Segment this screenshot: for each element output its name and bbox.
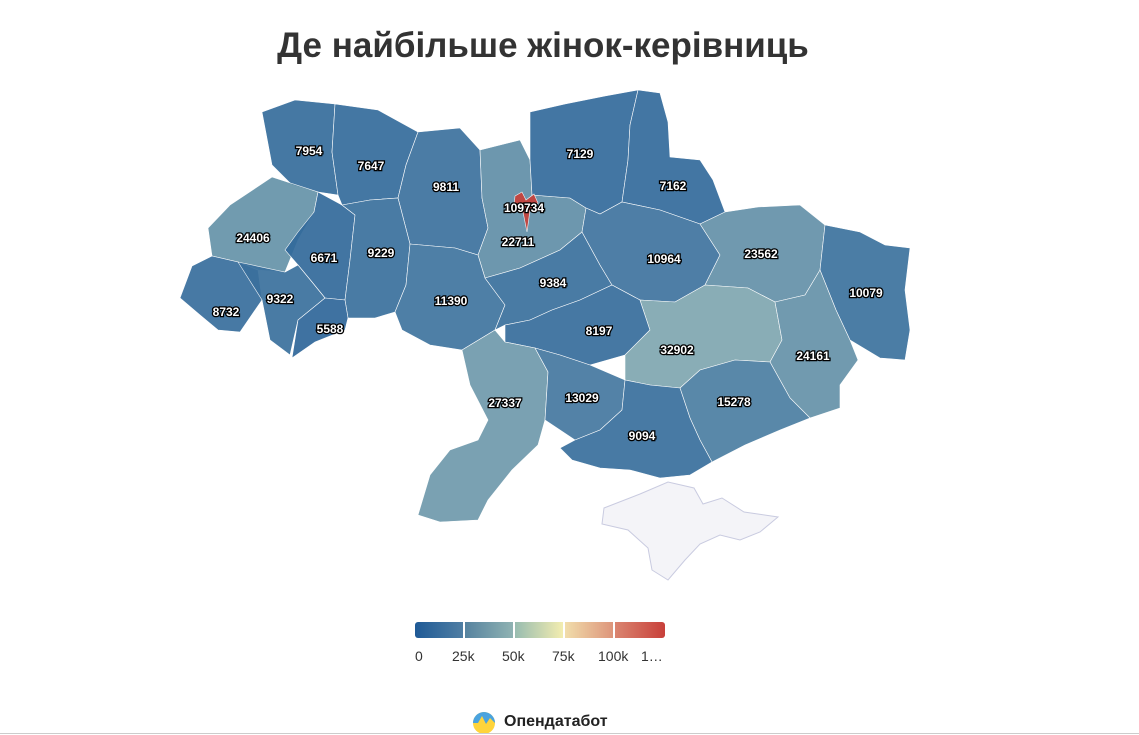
bottom-divider [0,733,1139,734]
region-value-label: 11390 [435,294,468,308]
region-value-label: 7647 [358,159,385,173]
region-khmelnytska[interactable] [341,197,411,319]
region-khersonska[interactable] [559,379,713,479]
legend-tick: 1… [641,648,663,664]
region-value-label: 10079 [849,286,883,300]
legend-segment-25k-50k [465,622,513,638]
region-value-label: 9322 [267,292,294,306]
page-title: Де найбільше жінок-керівниць [277,26,809,65]
region-value-label: 23562 [744,247,778,261]
region-sumska[interactable] [621,89,726,225]
color-legend: 0 25k 50k 75k 100k 1… [415,622,665,668]
legend-segment-0-25k [415,622,463,638]
brand-footer[interactable]: Опендатабот [470,710,608,734]
region-value-label: 9384 [540,276,567,290]
crimea-region [601,481,780,581]
legend-tick: 75k [552,648,575,664]
region-value-label: 27337 [488,396,522,410]
region-odeska[interactable] [417,329,549,523]
region-value-label: 15278 [717,395,751,409]
opendatabot-logo-icon [473,712,495,734]
region-value-label: 9229 [368,246,395,260]
region-value-label: 7954 [296,144,323,158]
legend-color-bar [415,622,665,638]
legend-segment-75k-100k [565,622,613,638]
legend-ticks: 0 25k 50k 75k 100k 1… [415,648,665,668]
region-value-label: 8197 [586,324,613,338]
region-value-label: 24406 [236,231,270,245]
region-value-label: 9094 [629,429,656,443]
region-value-label: 5588 [317,322,344,336]
region-value-label: 8732 [213,305,240,319]
region-zakarpatska[interactable] [179,255,263,333]
legend-segment-50k-75k [515,622,563,638]
region-value-label: 7162 [660,179,687,193]
legend-tick: 25k [452,648,475,664]
region-value-label: 13029 [565,391,599,405]
region-value-label: 109734 [504,201,544,215]
region-kyiv[interactable] [513,191,539,233]
region-value-label: 9811 [433,180,459,194]
brand-name: Опендатабот [504,713,608,730]
region-value-label: 24161 [796,349,830,363]
region-value-label: 32902 [660,343,694,357]
region-value-label: 22711 [502,235,535,249]
legend-tick: 100k [598,648,629,664]
region-value-label: 7129 [567,147,594,161]
legend-segment-100k-plus [615,622,665,638]
legend-tick: 0 [415,648,423,664]
region-chernivetska[interactable] [291,297,349,359]
region-value-label: 6671 [311,251,338,265]
region-value-label: 10964 [647,252,681,266]
legend-tick: 50k [502,648,525,664]
